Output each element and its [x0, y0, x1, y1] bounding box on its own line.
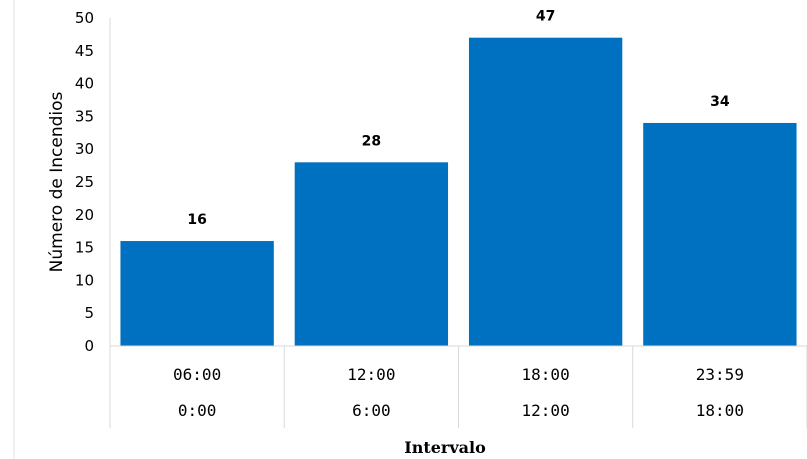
y-tick-label: 40	[75, 75, 94, 93]
y-tick-label: 5	[84, 304, 94, 322]
bar-data-label: 16	[187, 212, 206, 228]
bar-data-label: 28	[362, 133, 381, 149]
y-tick-label: 10	[75, 271, 94, 289]
bars	[120, 37, 797, 347]
y-tick-label: 25	[75, 173, 94, 191]
x-tick-label-top: 06:00	[173, 365, 221, 384]
bar-data-label: 34	[710, 94, 730, 110]
x-tick-label-bottom: 0:00	[178, 401, 217, 420]
y-axis-title: Número de Incendios	[47, 91, 67, 272]
y-axis: 0 5 10 15 20 25 30 35 40 45 50	[75, 9, 111, 355]
bar-data-label: 47	[536, 9, 555, 25]
y-tick-label: 0	[84, 337, 94, 355]
bar	[468, 37, 623, 347]
x-tick-label-bottom: 12:00	[522, 401, 570, 420]
bar	[120, 241, 274, 346]
x-tick-label-bottom: 6:00	[352, 401, 391, 420]
y-tick-label: 15	[75, 239, 94, 257]
x-axis-title: Intervalo	[404, 438, 486, 457]
bar	[643, 122, 797, 347]
x-tick-label-top: 23:59	[696, 365, 744, 384]
x-tick-label-bottom: 18:00	[696, 401, 744, 420]
x-tick-label-top: 18:00	[522, 365, 570, 384]
y-tick-label: 30	[75, 140, 94, 158]
y-tick-label: 45	[75, 42, 94, 60]
y-tick-label: 20	[75, 206, 94, 224]
bar	[294, 162, 449, 346]
x-tick-label-top: 12:00	[347, 365, 395, 384]
x-axis-category-table: 06:00 0:00 12:00 6:00 18:00 12:00 23:59 18:00	[109, 345, 807, 428]
data-labels: 16 28 47 34	[187, 9, 729, 228]
y-tick-label: 50	[75, 9, 94, 27]
y-tick-label: 35	[75, 107, 94, 125]
